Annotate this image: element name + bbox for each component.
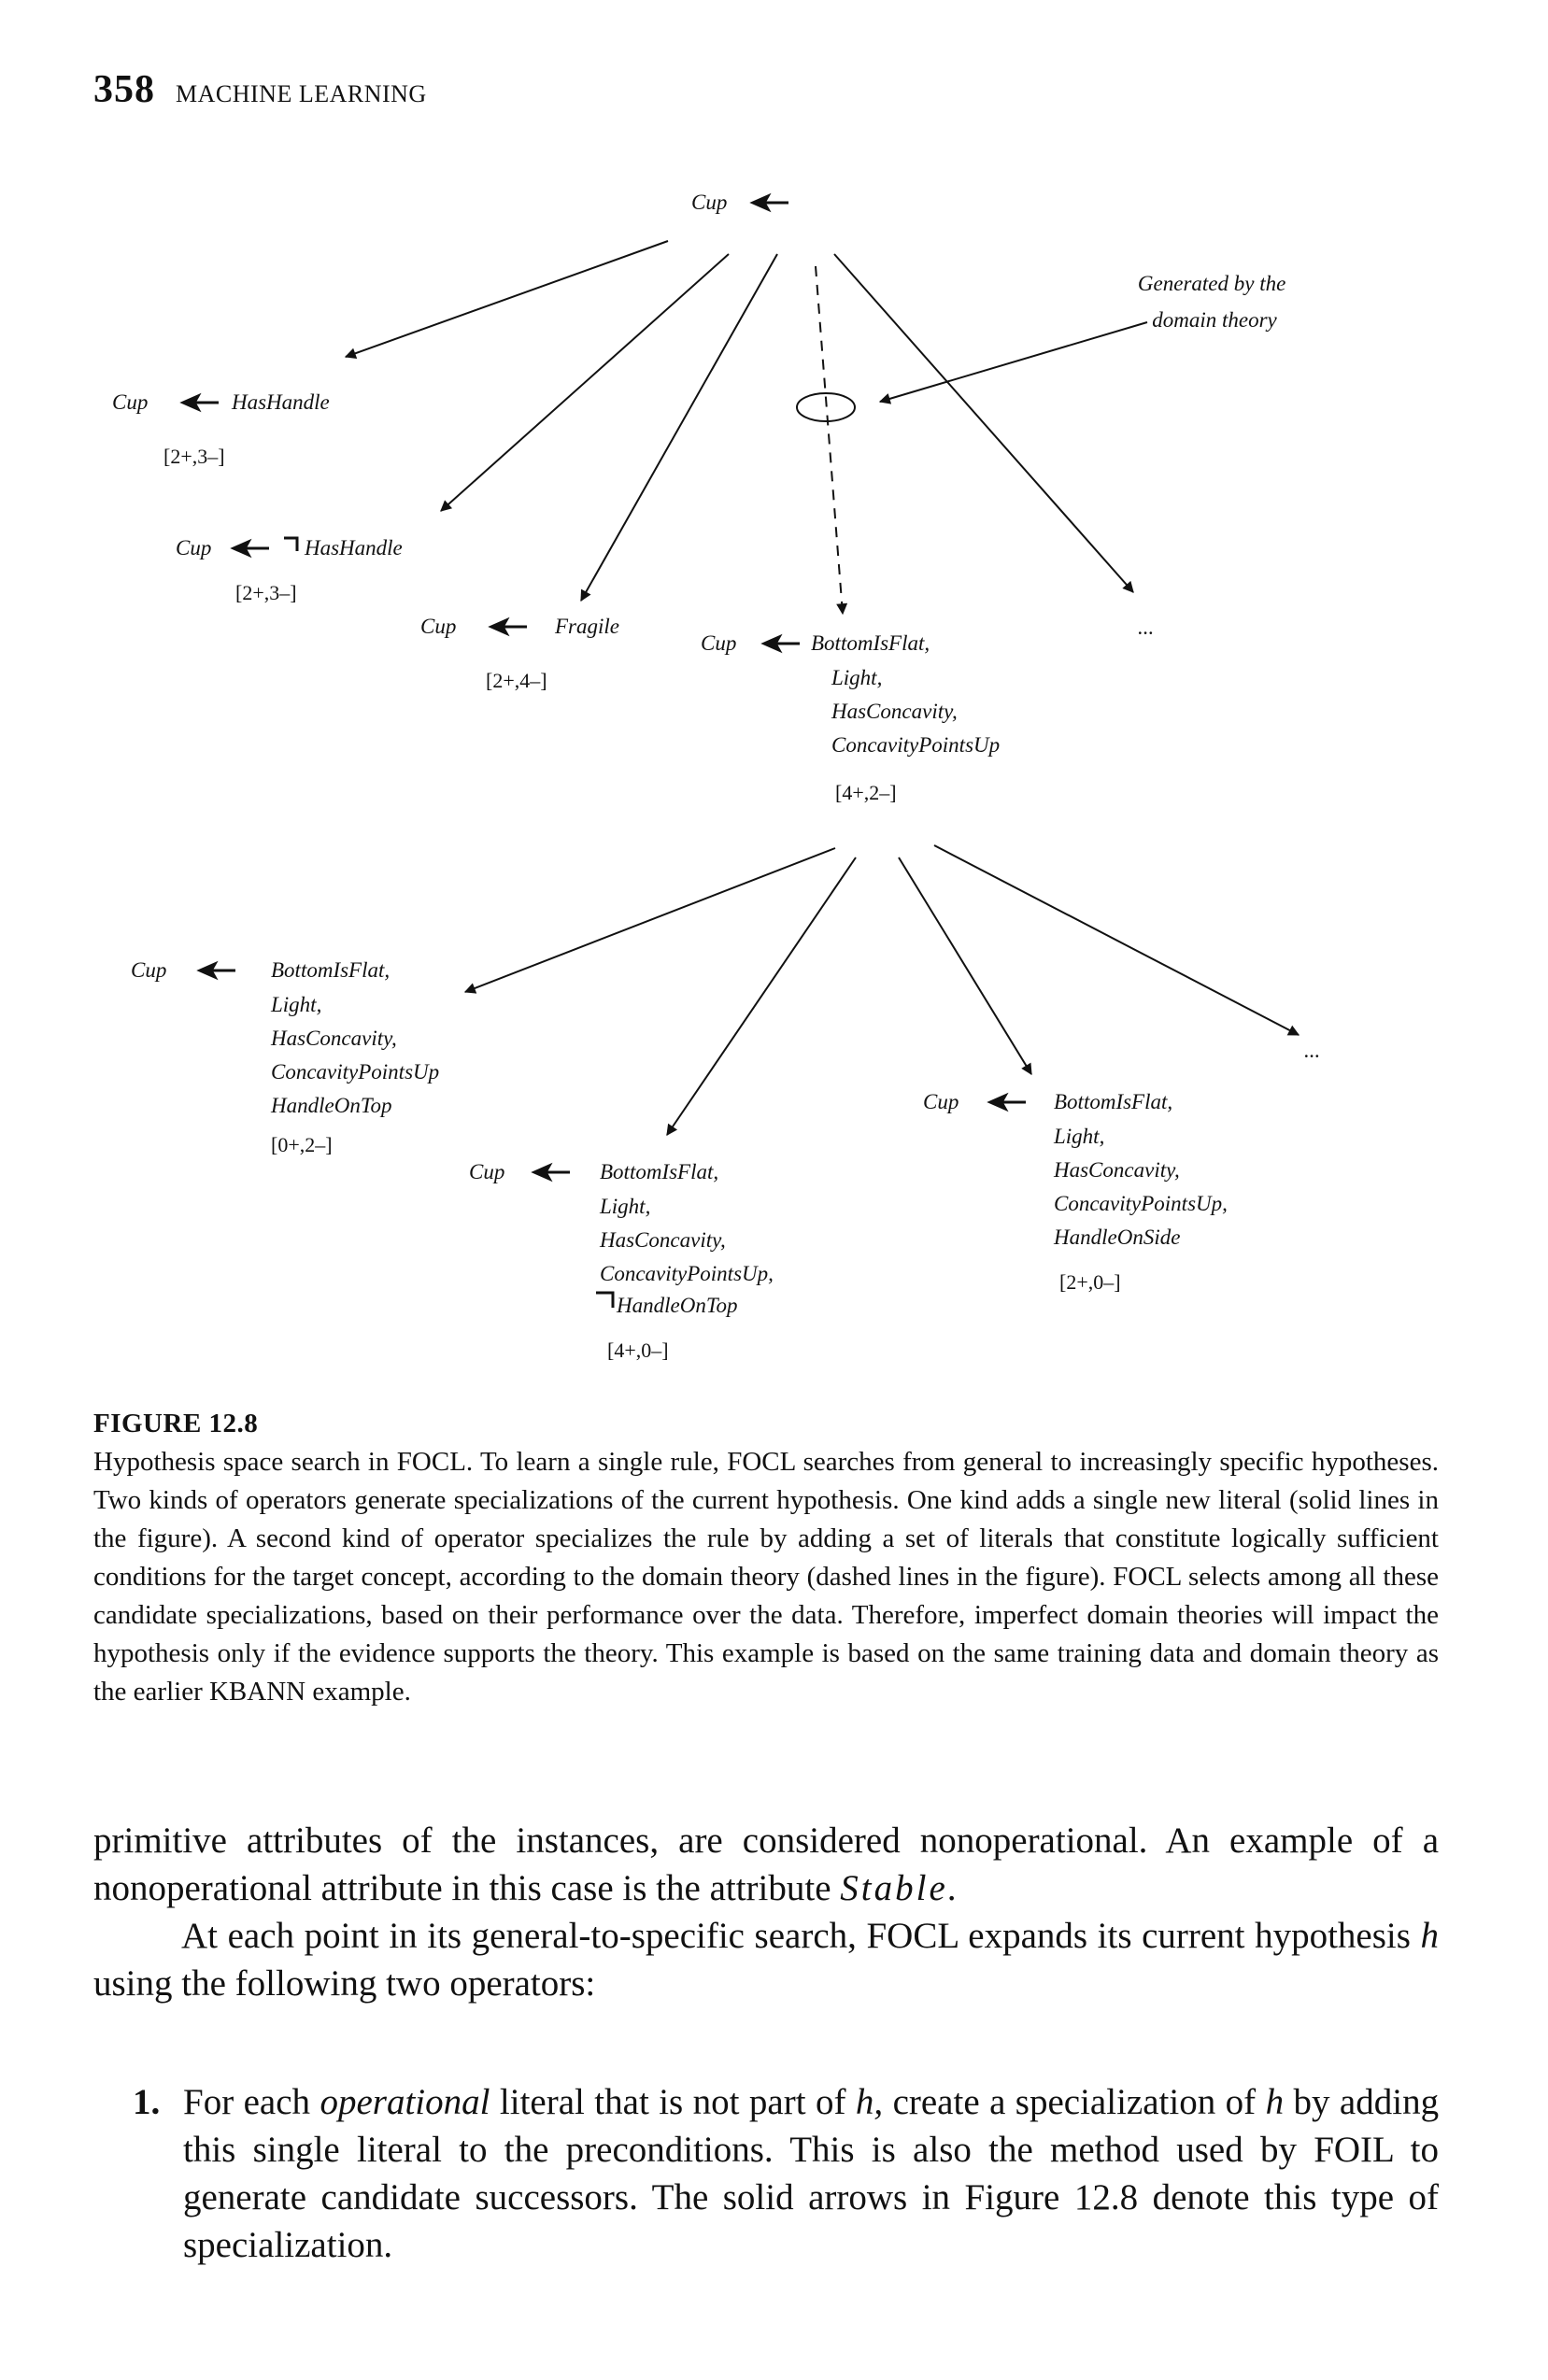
edge-root-to-domain-theory-node bbox=[815, 265, 848, 616]
more-ellipsis: ... bbox=[1304, 1039, 1320, 1062]
implication-arrow-icon bbox=[179, 392, 219, 413]
implication-arrow-icon bbox=[531, 1162, 570, 1183]
svg-text:Cup: Cup bbox=[420, 615, 456, 638]
domain-theory-ellipse-icon bbox=[796, 392, 856, 422]
page-number: 358 bbox=[93, 68, 155, 111]
svg-text:BottomIsFlat, Light,: BottomIsFlat, Light, HasConcavity, Conca… bbox=[811, 631, 1000, 757]
svg-text:Cup: Cup bbox=[112, 390, 148, 414]
svg-text:Cup: Cup bbox=[131, 958, 166, 982]
node-handleonside: Cup BottomIsFlat, Light, HasConcavity, C… bbox=[923, 1090, 1233, 1294]
svg-text:BottomIsFlat, Light,: BottomIsFlat, Light, HasConcavity, Conca… bbox=[599, 1160, 774, 1285]
node-domain-theory: Cup BottomIsFlat, Light, HasConcavity, C… bbox=[701, 631, 1000, 804]
svg-text:[0+,2–]: [0+,2–] bbox=[271, 1133, 333, 1156]
annotation: Generated by the domain theory bbox=[1138, 272, 1291, 332]
attribute-name: Stable. bbox=[840, 1868, 960, 1908]
node-not-hashandle: Cup HasHandle [2+,3–] bbox=[176, 536, 403, 604]
svg-text:Fragile: Fragile bbox=[554, 615, 619, 638]
svg-text:[4+,2–]: [4+,2–] bbox=[835, 781, 897, 804]
svg-text:HasHandle: HasHandle bbox=[304, 536, 403, 560]
body-text: primitive attributes of the instances, a… bbox=[93, 1817, 1439, 2007]
svg-text:Cup: Cup bbox=[701, 631, 736, 655]
edge-root-to-fragile bbox=[580, 253, 778, 602]
edge-root-to-not-hashandle bbox=[440, 253, 730, 512]
page-header: 358 MACHINE LEARNING bbox=[93, 67, 427, 112]
implication-arrow-icon bbox=[488, 616, 527, 637]
edge-to-handleontop bbox=[463, 847, 836, 994]
edge-to-more bbox=[933, 844, 1300, 1036]
edge-root-to-more bbox=[833, 253, 1134, 593]
svg-text:HandleOnTop: HandleOnTop bbox=[616, 1294, 738, 1317]
svg-text:[2+,0–]: [2+,0–] bbox=[1059, 1270, 1121, 1294]
caption-text: Hypothesis space search in FOCL. To lear… bbox=[93, 1447, 1439, 1707]
operator-list: 1. For each operational literal that is … bbox=[93, 2078, 1439, 2269]
edge-root-to-hashandle bbox=[344, 240, 669, 359]
annotation-pointer bbox=[878, 321, 1148, 404]
paragraph-1: primitive attributes of the instances, a… bbox=[93, 1820, 1439, 1908]
root-node: Cup bbox=[691, 191, 788, 214]
node-hashandle: Cup HasHandle [2+,3–] bbox=[112, 390, 330, 468]
negation-icon bbox=[284, 536, 299, 551]
caption-label: FIGURE 12.8 bbox=[93, 1409, 259, 1438]
edge-to-handleonside bbox=[898, 857, 1032, 1076]
node-not-handleontop: Cup BottomIsFlat, Light, HasConcavity, C… bbox=[469, 1160, 774, 1362]
svg-text:[2+,3–]: [2+,3–] bbox=[235, 581, 297, 604]
svg-text:[2+,4–]: [2+,4–] bbox=[486, 669, 547, 692]
list-item: For each operational literal that is not… bbox=[183, 2082, 1440, 2265]
focl-search-diagram: Cup Generated by the domain theory Cup H… bbox=[112, 191, 1320, 1362]
svg-text:[2+,3–]: [2+,3–] bbox=[163, 445, 225, 468]
implication-arrow-icon bbox=[749, 192, 788, 213]
edge-to-not-handleontop bbox=[666, 857, 857, 1136]
node-fragile: Cup Fragile [2+,4–] bbox=[420, 615, 619, 692]
svg-text:[4+,0–]: [4+,0–] bbox=[607, 1339, 669, 1362]
svg-text:Cup: Cup bbox=[176, 536, 211, 560]
svg-text:HasHandle: HasHandle bbox=[231, 390, 330, 414]
root-head: Cup bbox=[691, 191, 727, 214]
implication-arrow-icon bbox=[196, 960, 235, 981]
paragraph-2: At each point in its general-to-specific… bbox=[93, 1916, 1439, 2004]
svg-text:Cup: Cup bbox=[469, 1160, 504, 1183]
svg-text:BottomIsFlat, Light,: BottomIsFlat, Light, HasConcavity, Conca… bbox=[1053, 1090, 1233, 1249]
list-number: 1. bbox=[133, 2082, 161, 2122]
implication-arrow-icon bbox=[760, 633, 800, 654]
implication-arrow-icon bbox=[230, 538, 269, 559]
negation-icon bbox=[596, 1291, 615, 1308]
svg-text:BottomIsFlat, Light,: BottomIsFlat, Light, HasConcavity, Conca… bbox=[270, 958, 445, 1117]
more-ellipsis: ... bbox=[1138, 616, 1154, 639]
svg-text:Cup: Cup bbox=[923, 1090, 959, 1113]
implication-arrow-icon bbox=[987, 1092, 1026, 1112]
figure-caption: FIGURE 12.8 Hypothesis space search in F… bbox=[93, 1409, 1439, 1711]
running-title: MACHINE LEARNING bbox=[176, 80, 427, 107]
node-handleontop: Cup BottomIsFlat, Light, HasConcavity, C… bbox=[131, 958, 445, 1156]
